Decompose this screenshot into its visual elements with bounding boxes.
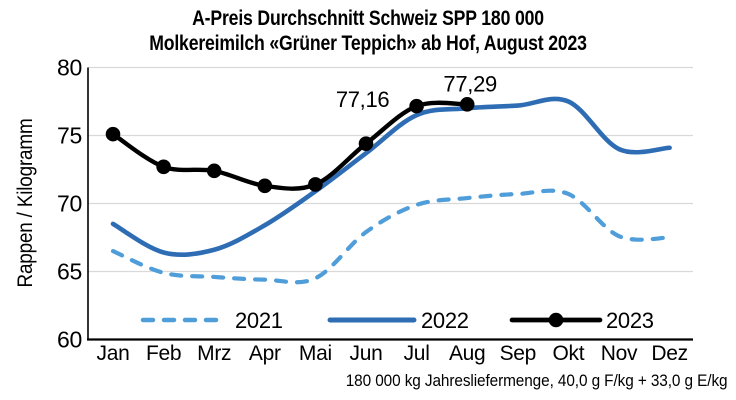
x-tick-label: Mai xyxy=(299,342,332,365)
series-2023-marker xyxy=(206,163,222,179)
x-tick-label: Aug xyxy=(449,342,485,365)
legend-label-2021: 2021 xyxy=(235,308,283,333)
legend-label-2023: 2023 xyxy=(606,308,654,333)
legend-marker-2023 xyxy=(548,312,564,328)
chart-title-line2: Molkereimilch «Grüner Teppich» ab Hof, A… xyxy=(149,32,587,55)
footnote: 180 000 kg Jahresliefermenge, 40,0 g F/k… xyxy=(345,372,727,390)
x-tick-label: Mrz xyxy=(197,342,231,365)
series-2022-line xyxy=(110,96,672,257)
series-2023-marker xyxy=(409,98,424,114)
x-tick-label: Jul xyxy=(404,342,430,365)
y-tick-label: 75 xyxy=(57,123,82,149)
x-tick-label: Apr xyxy=(249,342,281,365)
legend-label-2022: 2022 xyxy=(421,308,469,333)
series-2023-marker xyxy=(308,177,323,192)
series-2023-marker xyxy=(156,159,171,175)
y-tick-label: 70 xyxy=(57,191,82,217)
x-tick-label: Dez xyxy=(651,342,687,365)
x-tick-label: Jan xyxy=(97,342,130,365)
series-2021-line xyxy=(110,188,672,285)
series-2023-marker xyxy=(257,178,273,194)
series-2023-marker xyxy=(358,136,374,151)
x-tick-label: Feb xyxy=(146,342,181,365)
chart-title-line1: A-Preis Durchschnitt Schweiz SPP 180 000 xyxy=(192,7,544,30)
x-tick-label: Jun xyxy=(350,342,383,365)
series-2023-marker xyxy=(459,97,475,112)
y-tick-label: 80 xyxy=(57,55,82,81)
annotation-2023-Jul: 77,16 xyxy=(336,87,390,112)
x-tick-label: Nov xyxy=(601,342,638,365)
x-tick-label: Sep xyxy=(500,342,536,365)
series-2023-marker xyxy=(105,126,121,142)
y-tick-label: 60 xyxy=(57,327,82,353)
chart-title: A-Preis Durchschnitt Schweiz SPP 180 000… xyxy=(0,6,736,56)
x-tick-label: Okt xyxy=(553,342,585,365)
y-tick-label: 65 xyxy=(57,259,82,285)
annotation-2023-Aug: 77,29 xyxy=(443,71,497,96)
